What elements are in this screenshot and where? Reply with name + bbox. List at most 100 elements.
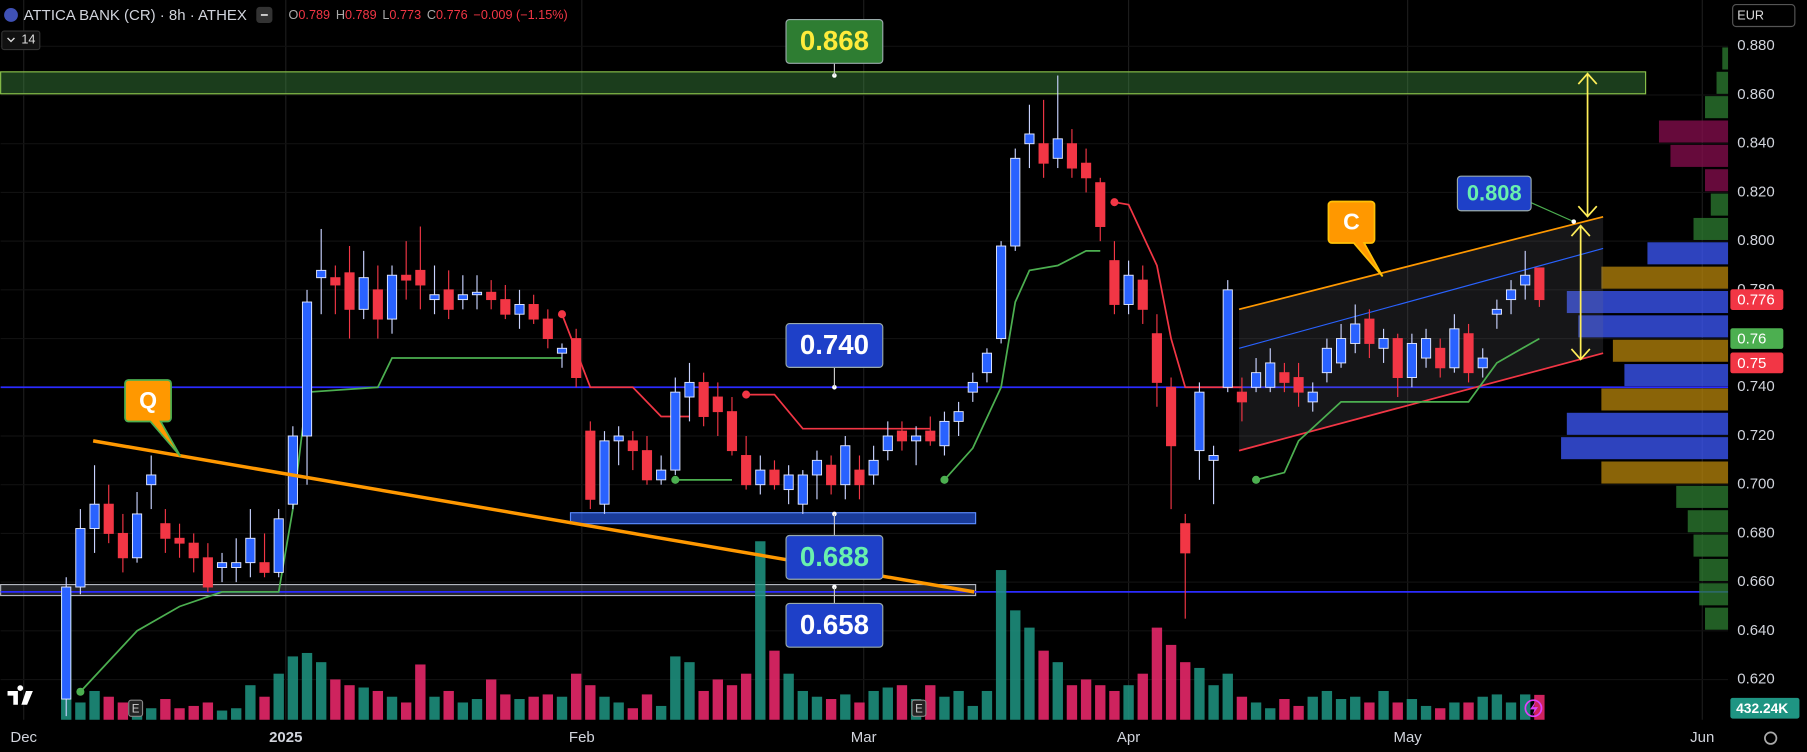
volume-bar	[1449, 702, 1460, 720]
candle-body	[1505, 289, 1517, 301]
volume-profile-bar	[1601, 266, 1729, 289]
event-label: E	[915, 703, 923, 715]
candle-body	[273, 518, 284, 573]
volume-bar	[613, 702, 624, 720]
volume-profile-bar	[1710, 193, 1729, 216]
volume-profile-bar	[1722, 47, 1729, 70]
currency-box	[1732, 4, 1796, 28]
volume-bar	[1052, 662, 1063, 720]
x-tick-label: Feb	[569, 729, 595, 746]
candle-body	[1151, 333, 1162, 383]
candle-body	[1293, 377, 1304, 393]
volume-bar	[1010, 610, 1021, 720]
volume-bar	[1477, 696, 1488, 720]
volume-bar	[1250, 702, 1262, 720]
volume-bar	[939, 696, 950, 720]
volume-bar	[259, 696, 270, 720]
y-tick-label: 0.620	[1737, 671, 1774, 688]
candle-body	[358, 277, 369, 310]
volume-bar	[273, 673, 284, 720]
candle-body	[1534, 267, 1545, 301]
volume-bar	[811, 696, 823, 720]
candle-body	[1364, 318, 1375, 344]
ohlc-value: 0.773	[389, 8, 421, 22]
x-tick-label: Dec	[10, 729, 37, 746]
volume-bar	[117, 702, 129, 720]
volume-bar	[797, 690, 808, 720]
volume-bar	[1265, 708, 1276, 720]
volume-bar	[245, 685, 256, 720]
volume-bar	[443, 690, 454, 720]
volume-bar	[641, 694, 653, 720]
y-tick-label: 0.820	[1737, 183, 1774, 200]
candle-body	[1137, 279, 1148, 310]
candle-body	[429, 294, 440, 301]
volume-bar	[301, 652, 313, 720]
volume-bar	[372, 690, 384, 720]
alert-bolt	[1529, 701, 1539, 716]
volume-profile-bar	[1676, 485, 1729, 508]
candle-body	[1435, 347, 1446, 369]
volume-bar	[670, 656, 681, 720]
ohlc-value: 0.789	[345, 8, 377, 22]
annotation-box	[785, 602, 884, 648]
volume-bar	[1279, 699, 1290, 720]
symbol-title: ATTICA BANK (CR) · 8h · ATHEX	[24, 7, 247, 24]
price-tag	[1730, 328, 1784, 349]
supertrend-line	[1114, 201, 1242, 389]
ohlc-change: −0.009 (−1.15%)	[473, 8, 567, 22]
candle-body	[726, 411, 738, 452]
annotation-box	[785, 534, 884, 580]
volume-bar	[840, 694, 851, 720]
candle-body	[514, 304, 525, 315]
volume-profile-bar	[1566, 291, 1729, 314]
ohlc-letter: C	[427, 8, 436, 22]
event-label: E	[132, 703, 140, 715]
volume-bar	[485, 679, 497, 720]
volume-bar	[429, 696, 440, 720]
volume-bar	[1378, 690, 1389, 720]
candle-body	[670, 391, 681, 471]
ohlc-letter: L	[382, 8, 389, 22]
candle-body	[528, 304, 539, 320]
candle-body	[1010, 157, 1021, 247]
supertrend-line	[746, 393, 931, 430]
volume-bar	[1491, 694, 1503, 720]
volume-bar	[188, 705, 199, 720]
candle-body	[967, 381, 978, 393]
volume-profile-bar	[1658, 120, 1729, 143]
candle-body	[1052, 138, 1063, 159]
candle-body	[1520, 274, 1531, 286]
candle-body	[981, 352, 993, 374]
candle-body	[259, 562, 270, 573]
volume-bar	[1236, 696, 1248, 720]
volume-bar	[1406, 699, 1418, 720]
candle-body	[344, 272, 355, 310]
candle-body	[75, 528, 86, 588]
candle-body	[1123, 274, 1134, 305]
candle-body	[103, 503, 114, 534]
currency: EUR	[1737, 8, 1764, 22]
volume-bar	[89, 690, 100, 720]
candle-body	[656, 469, 667, 481]
candle-body	[1109, 260, 1120, 305]
ohlc-value: 0.776	[436, 8, 468, 22]
volume-bar	[769, 650, 780, 720]
volume-bar	[514, 699, 525, 720]
ohlc-letter: O	[289, 8, 299, 22]
candle-body	[1024, 133, 1035, 145]
volume-bar	[415, 664, 426, 720]
volume-bar	[655, 705, 667, 720]
annotation-box	[1456, 175, 1532, 212]
volume-bar	[925, 685, 936, 720]
candle-body	[216, 562, 228, 568]
volume-bar	[202, 702, 214, 720]
candle-body	[1194, 391, 1205, 452]
volume-profile-bar	[1612, 339, 1729, 362]
candle-body	[1406, 342, 1417, 378]
candle-body	[1378, 338, 1389, 349]
candle-body	[571, 338, 582, 378]
chevron	[7, 37, 15, 43]
candle-body	[401, 274, 412, 281]
